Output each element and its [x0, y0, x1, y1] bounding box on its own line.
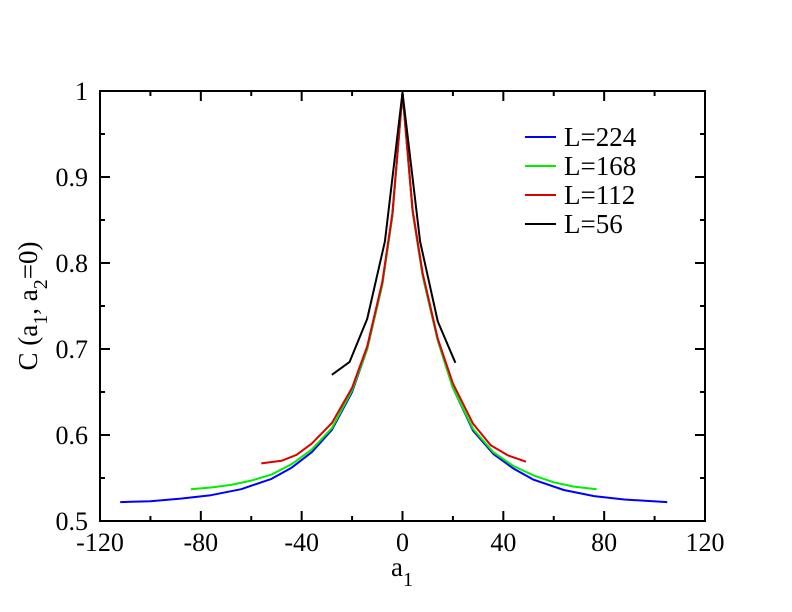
series-line-l-168 — [190, 91, 597, 491]
x-axis-label-sub: 1 — [403, 569, 413, 591]
y-axis-ticks: 0.5 0.6 0.7 0.8 0.9 1 — [56, 77, 705, 536]
legend-label: L=168 — [564, 151, 636, 181]
x-axis-ticks: -120 -80 -40 0 40 80 120 — [76, 91, 725, 557]
x-tick-label: 0 — [396, 528, 409, 557]
y-axis-label-part-2: , a — [13, 289, 43, 315]
legend-label: L=56 — [564, 209, 623, 239]
x-axis-label-main: a — [391, 552, 403, 582]
x-axis-label: a1 — [391, 552, 413, 591]
y-tick-label: 0.6 — [56, 421, 89, 450]
y-axis-label: C (a1, a2=0) — [13, 242, 52, 371]
y-tick-label: 0.8 — [56, 249, 89, 278]
series-lines — [120, 91, 668, 504]
y-axis-label-part-3: =0) — [13, 242, 43, 280]
x-tick-label: -120 — [76, 528, 124, 557]
legend-label: L=224 — [564, 122, 637, 152]
legend-label: L=112 — [564, 180, 635, 210]
x-tick-label: -40 — [284, 528, 319, 557]
series-line-l-56 — [331, 91, 457, 376]
y-tick-label: 1 — [75, 77, 88, 106]
y-tick-label: 0.5 — [56, 507, 89, 536]
y-tick-label: 0.7 — [56, 335, 89, 364]
x-tick-label: 80 — [591, 528, 617, 557]
x-tick-label: 40 — [490, 528, 516, 557]
y-axis-label-sub-2: 2 — [30, 279, 52, 289]
x-tick-label: -80 — [183, 528, 218, 557]
y-tick-label: 0.9 — [56, 163, 89, 192]
series-line-l-112 — [261, 91, 527, 465]
y-axis-label-sub-1: 1 — [30, 315, 52, 325]
y-axis-label-part-1: C (a — [13, 325, 43, 371]
x-tick-label: 120 — [686, 528, 725, 557]
